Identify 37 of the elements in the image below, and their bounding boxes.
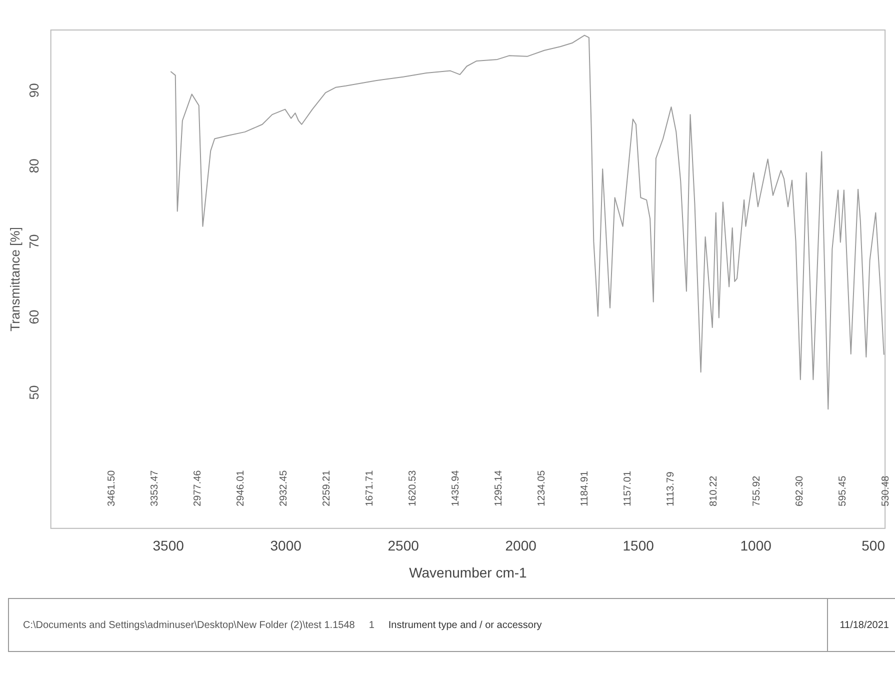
x-tick-label: 1000 <box>740 538 772 554</box>
annotation: 810.22 <box>708 475 720 506</box>
annotation: 1295.14 <box>493 470 504 506</box>
annotation: 1184.91 <box>579 470 590 506</box>
x-tick-label: 2000 <box>505 538 537 554</box>
x-axis-title: Wavenumber cm-1 <box>409 564 528 580</box>
text: 11/18/2021 <box>826 599 895 651</box>
y-tick-label: 60 <box>26 310 42 324</box>
x-tick-label: 2500 <box>388 538 420 554</box>
annotation: 1113.79 <box>666 471 676 506</box>
annotation: 1671.71 <box>364 470 376 506</box>
y-tick-label: 50 <box>26 385 42 400</box>
annotation: 1435.94 <box>450 470 462 506</box>
annotation: 2977.46 <box>192 470 204 506</box>
y-tick-label: 90 <box>26 83 42 98</box>
text: C:\Documents and Settings\adminuser\Desktop\New Folder (2)\test 1.1548 <box>23 620 355 630</box>
text: Instrument type and / or accessory <box>388 620 542 630</box>
annotation: 3461.50 <box>106 470 118 506</box>
annotation: 2946.01 <box>235 470 246 506</box>
y-tick-label: 70 <box>26 234 42 249</box>
annotation: 2259.21 <box>321 470 332 506</box>
annotation: 1157.01 <box>622 470 634 506</box>
y-axis-title: Transmittance [%] <box>7 227 22 332</box>
y-tick-label: 80 <box>26 158 42 174</box>
x-tick-label: 500 <box>862 538 886 554</box>
annotation: 692.30 <box>794 475 806 506</box>
annotation: 1234.05 <box>536 470 548 506</box>
annotation: 530.48 <box>880 475 892 506</box>
x-tick-label: 3000 <box>270 538 302 554</box>
x-tick-label: 3500 <box>152 538 184 554</box>
annotation: 755.92 <box>752 475 763 506</box>
text: 1 <box>368 620 374 630</box>
x-tick-label: 1500 <box>622 538 654 554</box>
annotation: 1620.53 <box>407 470 418 506</box>
annotation: 2932.45 <box>278 470 290 506</box>
annotation: 595.45 <box>838 475 849 506</box>
annotation: 3353.47 <box>149 470 160 506</box>
